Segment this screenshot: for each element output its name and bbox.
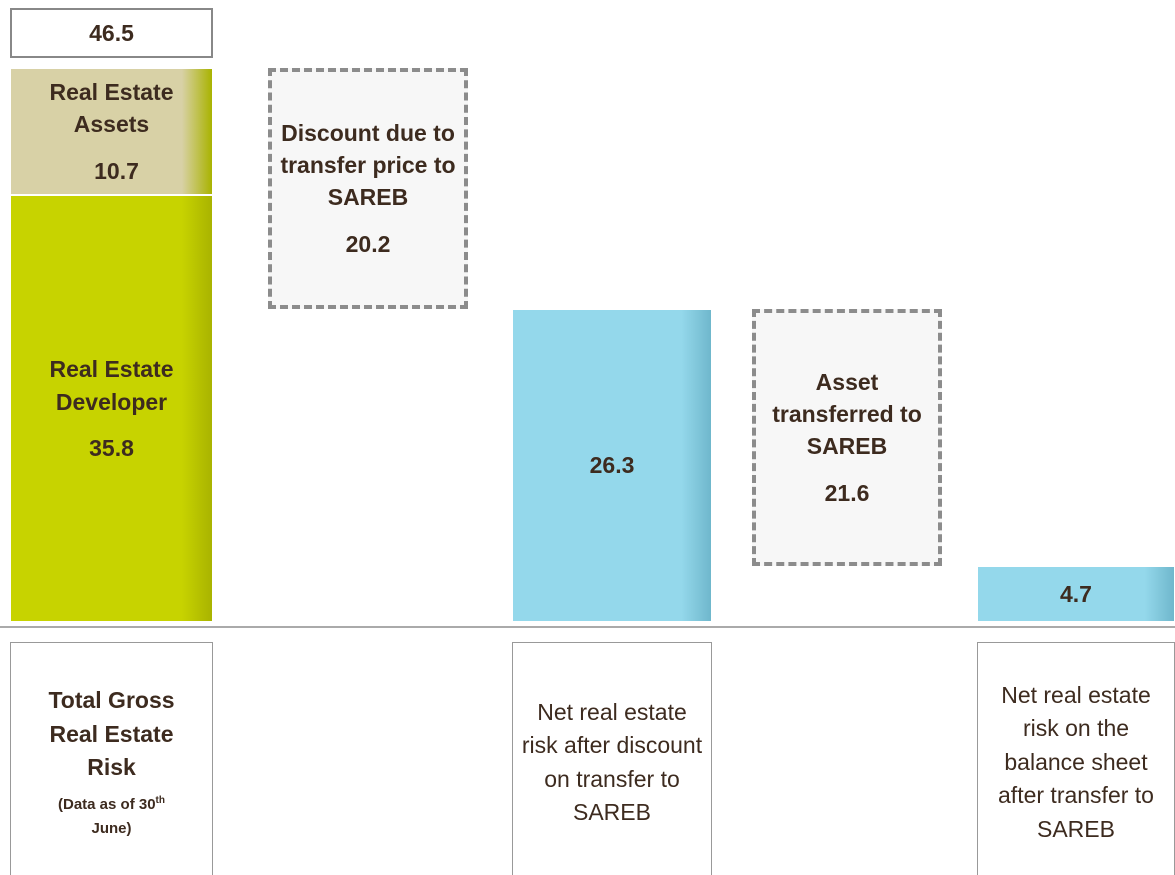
decrease-name: Discount due to transfer price to SAREB [280, 119, 456, 211]
baseline [0, 626, 1175, 628]
segment-value: 35.8 [89, 434, 134, 461]
note-part: (Data as of 30 [58, 795, 156, 813]
total-value-box: 46.5 [10, 8, 213, 58]
segment-label: Real Estate Assets 10.7 [11, 69, 212, 194]
category-label: Net real estate risk after discount on t… [521, 698, 703, 825]
segment-label: Real Estate Developer 35.8 [11, 196, 212, 621]
note-part: June) [91, 819, 132, 837]
category-label: Net real estate risk on the balance shee… [998, 682, 1154, 842]
category-note: (Data as of 30th June) [41, 793, 182, 841]
segment-name: Real Estate Assets [49, 79, 174, 138]
bar: 26.3 [512, 308, 712, 622]
category-label: Total Gross Real Estate Risk [48, 687, 175, 781]
decrease-value: 20.2 [345, 230, 391, 257]
segment-name: Real Estate Developer [49, 356, 174, 415]
decrease-value: 21.6 [824, 479, 870, 506]
total-value: 46.5 [89, 19, 134, 46]
category-box: Net real estate risk after discount on t… [512, 642, 712, 875]
note-part: th [155, 794, 165, 806]
bar-segment: Real Estate Assets 10.7 [10, 68, 213, 196]
category-box: Net real estate risk on the balance shee… [977, 642, 1175, 875]
category-box: Total Gross Real Estate Risk (Data as of … [10, 642, 213, 875]
total-outline [10, 68, 213, 622]
bar-value: 26.3 [589, 452, 635, 479]
bar-value: 4.7 [1060, 580, 1092, 607]
decrease-box: Asset transferred to SAREB 21.6 [752, 308, 942, 566]
bar-segment: Real Estate Developer 35.8 [10, 195, 213, 622]
segment-value: 10.7 [94, 158, 139, 185]
decrease-name: Asset transferred to SAREB [772, 368, 922, 460]
decrease-box: Discount due to transfer price to SAREB 2… [268, 68, 468, 309]
bar: 4.7 [977, 566, 1175, 622]
